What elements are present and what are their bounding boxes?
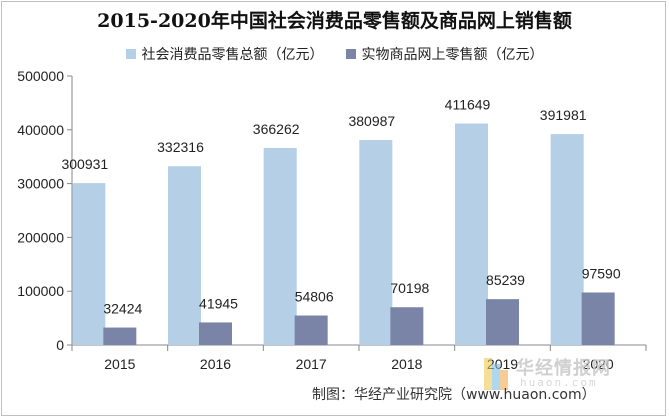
y-tick-label: 300000 (17, 176, 64, 192)
chart-legend: 社会消费品零售总额（亿元） 实物商品网上零售额（亿元） (0, 44, 669, 64)
data-label-online-retail: 70198 (390, 280, 429, 296)
x-tick-label: 2020 (583, 356, 614, 372)
watermark-icon (484, 358, 508, 390)
bar-retail-total (72, 183, 106, 345)
bar-online-retail (390, 307, 424, 345)
x-tick-label: 2017 (296, 356, 327, 372)
data-label-retail-total: 380987 (348, 113, 395, 129)
y-tick-label: 100000 (17, 283, 64, 299)
y-tick-label: 400000 (17, 122, 64, 138)
watermark-text: 华经情报网 (516, 358, 611, 379)
data-label-online-retail: 54806 (295, 289, 334, 305)
bar-retail-total (550, 134, 584, 345)
chart-title: 2015-2020年中国社会消费品零售额及商品网上销售额 (97, 10, 572, 32)
chart-credit: 制图：华经产业研究院（www.huaon.com） (312, 387, 596, 403)
y-tick-label: 200000 (17, 229, 64, 245)
bar-online-retail (581, 292, 615, 345)
data-label-online-retail: 32424 (103, 301, 142, 317)
data-label-online-retail: 41945 (199, 295, 238, 311)
watermark-subtext: huaon.com (520, 376, 598, 389)
legend-swatch-retail-total (125, 49, 136, 59)
data-label-retail-total: 366262 (253, 121, 300, 137)
legend-item-online-retail: 实物商品网上零售额（亿元） (345, 44, 544, 64)
legend-label-retail-total: 社会消费品零售总额（亿元） (141, 47, 324, 63)
watermark-logo: 华经情报网 huaon.com (480, 354, 658, 396)
legend-swatch-online-retail (345, 49, 356, 59)
x-tick-label: 2015 (104, 356, 135, 372)
y-tick-label: 0 (56, 337, 64, 353)
bar-online-retail (103, 327, 137, 345)
data-label-retail-total: 300931 (61, 156, 108, 172)
data-label-online-retail: 97590 (582, 265, 621, 281)
data-label-retail-total: 411649 (445, 97, 491, 113)
data-label-retail-total: 391981 (540, 107, 587, 123)
bar-online-retail (294, 315, 328, 345)
bar-retail-total (263, 147, 297, 345)
legend-label-online-retail: 实物商品网上零售额（亿元） (361, 47, 544, 63)
data-label-retail-total: 332316 (157, 139, 204, 155)
y-tick-label: 500000 (17, 68, 64, 84)
x-tick-label: 2016 (200, 356, 231, 372)
bar-online-retail (486, 299, 519, 345)
bar-retail-total (455, 123, 488, 345)
x-tick-label: 2018 (391, 356, 422, 372)
bar-online-retail (199, 322, 232, 345)
bar-retail-total (168, 166, 201, 345)
bar-retail-total (359, 140, 393, 345)
legend-item-retail-total: 社会消费品零售总额（亿元） (125, 44, 324, 64)
data-label-online-retail: 85239 (486, 272, 525, 288)
